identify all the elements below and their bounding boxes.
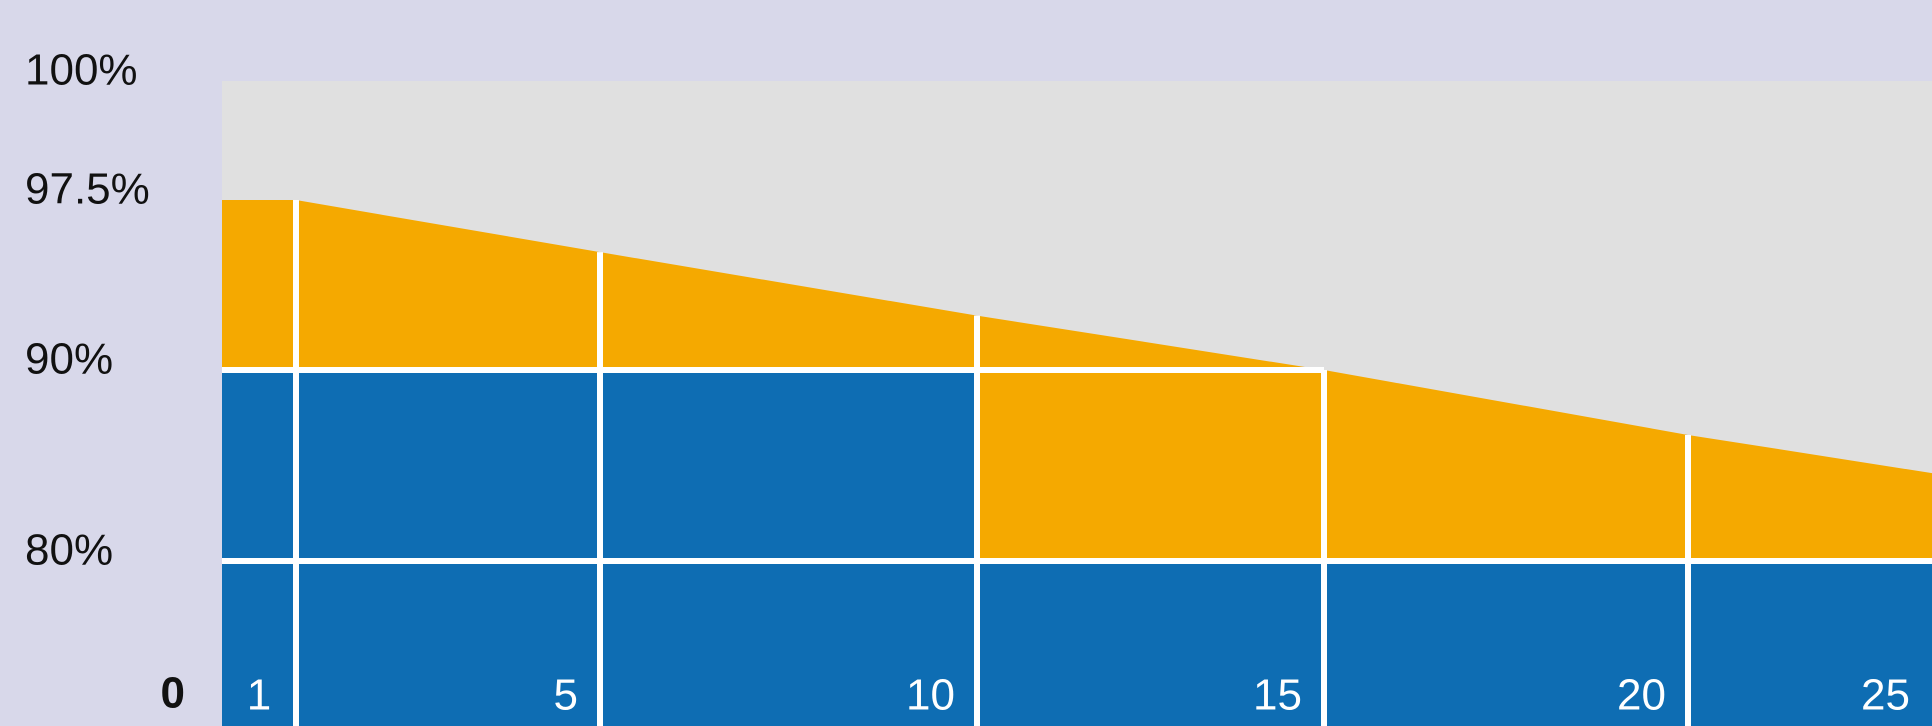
product-bar <box>1324 561 1688 726</box>
y-tick-label: 80% <box>25 526 113 575</box>
y-tick-label: 100% <box>25 46 138 95</box>
x-tick-label: 25 <box>1861 671 1910 720</box>
product-bar <box>1688 561 1932 726</box>
x-tick-label: 5 <box>554 671 578 720</box>
product-bar <box>600 370 977 726</box>
y-tick-label: 0 <box>161 669 185 718</box>
x-tick-label: 15 <box>1253 671 1302 720</box>
x-tick-label: 20 <box>1617 671 1666 720</box>
x-tick-label: 1 <box>247 671 271 720</box>
product-bar <box>977 561 1324 726</box>
y-tick-label: 90% <box>25 335 113 384</box>
product-bar <box>296 370 600 726</box>
product-bar <box>222 370 296 726</box>
x-tick-label: 10 <box>906 671 955 720</box>
y-tick-label: 97.5% <box>25 165 150 214</box>
